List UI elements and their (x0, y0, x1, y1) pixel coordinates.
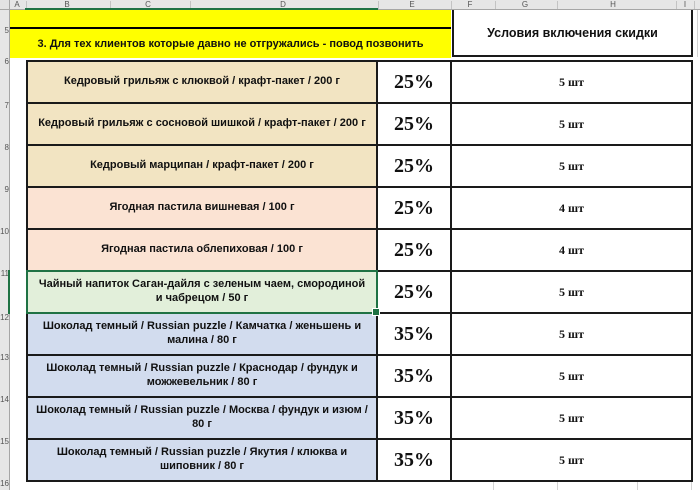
row-header-12[interactable]: 12 (0, 313, 9, 322)
column-divider (378, 1, 379, 9)
discount-cell[interactable]: 25% (376, 228, 452, 272)
column-divider (26, 1, 27, 9)
column-divider (451, 1, 452, 9)
gridline (557, 482, 558, 490)
discount-cell[interactable]: 25% (376, 60, 452, 104)
column-headers: A B C D E F G H I (10, 0, 700, 10)
discount-conditions-header[interactable]: Условия включения скидки (452, 10, 693, 57)
product-cell[interactable]: Ягодная пастила вишневая / 100 г (26, 186, 378, 230)
column-header-i[interactable]: I (683, 0, 687, 9)
product-cell-text: Чайный напиток Саган-дайля с зеленым чае… (38, 278, 366, 304)
condition-column: 5 шт 5 шт 5 шт 4 шт 4 шт 5 шт 5 шт 5 шт … (450, 60, 693, 482)
condition-cell[interactable]: 5 шт (450, 270, 693, 314)
selected-columns-underline (25, 8, 378, 10)
selected-row-indicator (8, 270, 10, 314)
gridline (637, 482, 638, 490)
column-header-g[interactable]: G (521, 0, 529, 9)
row-header-10[interactable]: 10 (0, 227, 9, 236)
row-header-7[interactable]: 7 (4, 101, 9, 110)
column-header-c[interactable]: C (145, 0, 151, 9)
condition-cell[interactable]: 5 шт (450, 144, 693, 188)
discount-column: 25% 25% 25% 25% 25% 25% 35% 35% 35% 35% (376, 60, 452, 482)
condition-cell[interactable]: 4 шт (450, 228, 693, 272)
product-cell[interactable]: Шоколад темный / Russian puzzle / Камчат… (26, 312, 378, 356)
row-header-15[interactable]: 15 (0, 437, 9, 446)
condition-cell[interactable]: 5 шт (450, 312, 693, 356)
product-cell[interactable]: Кедровый грильяж с клюквой / крафт-пакет… (26, 60, 378, 104)
condition-cell[interactable]: 5 шт (450, 102, 693, 146)
column-header-a[interactable]: A (14, 0, 20, 9)
product-cell[interactable]: Шоколад темный / Russian puzzle / Красно… (26, 354, 378, 398)
column-divider (495, 1, 496, 9)
condition-cell[interactable]: 4 шт (450, 186, 693, 230)
gridline (493, 482, 494, 490)
condition-cell[interactable]: 5 шт (450, 396, 693, 440)
column-header-f[interactable]: F (467, 0, 473, 9)
selection-fill-handle-icon[interactable] (372, 308, 380, 316)
column-header-d[interactable]: D (280, 0, 286, 9)
column-divider (110, 1, 111, 9)
column-divider (694, 1, 695, 9)
row-headers: 5 6 7 8 9 10 11 12 13 14 15 16 (0, 10, 10, 490)
discount-cell[interactable]: 35% (376, 396, 452, 440)
discount-cell[interactable]: 35% (376, 354, 452, 398)
discount-cell[interactable]: 25% (376, 102, 452, 146)
product-cell[interactable]: Ягодная пастила облепиховая / 100 г (26, 228, 378, 272)
gridline (691, 482, 692, 490)
discount-cell[interactable]: 35% (376, 438, 452, 482)
discount-cell[interactable]: 25% (376, 186, 452, 230)
row-header-9[interactable]: 9 (4, 185, 9, 194)
product-column: Кедровый грильяж с клюквой / крафт-пакет… (26, 60, 380, 482)
discount-cell[interactable]: 25% (376, 144, 452, 188)
product-cell[interactable]: Шоколад темный / Russian puzzle / Якутия… (26, 438, 378, 482)
gridline (697, 10, 698, 57)
condition-cell[interactable]: 5 шт (450, 60, 693, 104)
discount-cell[interactable]: 35% (376, 312, 452, 356)
banner-empty-cell[interactable] (10, 10, 451, 29)
product-cell-selected[interactable]: Чайный напиток Саган-дайля с зеленым чае… (26, 270, 380, 316)
row-header-11[interactable]: 11 (0, 269, 9, 278)
product-cell[interactable]: Шоколад темный / Russian puzzle / Москва… (26, 396, 378, 440)
column-header-h[interactable]: H (610, 0, 616, 9)
row-header-16[interactable]: 16 (0, 479, 9, 488)
row-header-8[interactable]: 8 (4, 143, 9, 152)
row-header-5[interactable]: 5 (4, 26, 9, 35)
row-header-6[interactable]: 6 (4, 57, 9, 66)
condition-cell[interactable]: 5 шт (450, 438, 693, 482)
column-header-e[interactable]: E (409, 0, 415, 9)
select-all-corner[interactable] (0, 0, 10, 10)
product-cell[interactable]: Кедровый марципан / крафт-пакет / 200 г (26, 144, 378, 188)
condition-cell[interactable]: 5 шт (450, 354, 693, 398)
banner-title[interactable]: 3. Для тех клиентов которые давно не отг… (10, 29, 451, 58)
column-divider (676, 1, 677, 9)
discount-cell[interactable]: 25% (376, 270, 452, 314)
column-divider (190, 1, 191, 9)
row-header-13[interactable]: 13 (0, 353, 9, 362)
row-header-14[interactable]: 14 (0, 395, 9, 404)
column-divider (557, 1, 558, 9)
product-cell[interactable]: Кедровый грильяж с сосновой шишкой / кра… (26, 102, 378, 146)
column-header-b[interactable]: B (64, 0, 70, 9)
